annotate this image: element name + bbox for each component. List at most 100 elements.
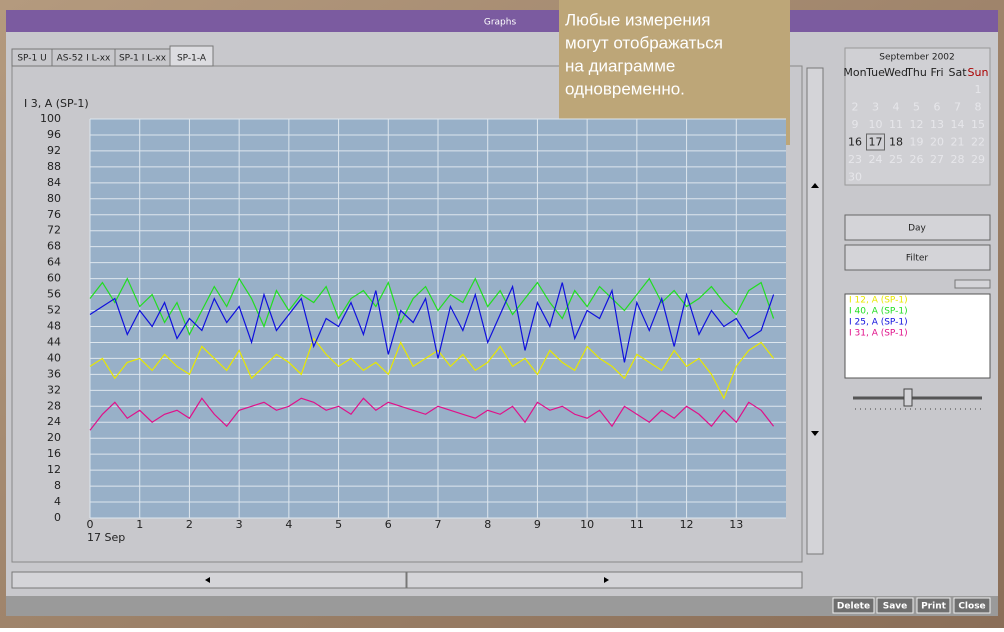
day[interactable]: 21 <box>951 136 965 149</box>
legend-box <box>844 293 991 379</box>
legend-entry: I 40, A (SP-1) <box>849 307 908 317</box>
day[interactable]: 19 <box>910 136 924 149</box>
day[interactable]: 22 <box>971 136 985 149</box>
tab-label: SP-1-A <box>177 54 207 64</box>
x-tick-label: 5 <box>335 518 342 531</box>
weekday: Thu <box>905 66 927 79</box>
x-tick-label: 11 <box>630 518 644 531</box>
day[interactable]: 28 <box>951 153 965 166</box>
day[interactable]: 15 <box>971 118 985 131</box>
y-tick-label: 84 <box>47 176 61 189</box>
day[interactable]: 23 <box>848 153 862 166</box>
day[interactable]: 2 <box>852 101 859 114</box>
y-tick-label: 64 <box>47 256 61 269</box>
x-start-label: 17 Sep <box>87 531 125 544</box>
button[interactable] <box>844 214 991 241</box>
day[interactable]: 29 <box>971 153 985 166</box>
x-tick-label: 13 <box>729 518 743 531</box>
footer-button-label: Close <box>958 602 985 612</box>
y-tick-label: 96 <box>47 128 61 141</box>
day[interactable]: 20 <box>930 136 944 149</box>
day[interactable]: 26 <box>910 153 924 166</box>
y-tick-label: 28 <box>47 399 61 412</box>
y-tick-label: 40 <box>47 351 61 364</box>
day[interactable]: 5 <box>913 101 920 114</box>
y-tick-label: 68 <box>47 240 61 253</box>
y-tick-label: 60 <box>47 272 61 285</box>
day[interactable]: 18 <box>889 136 903 149</box>
x-tick-label: 8 <box>484 518 491 531</box>
tooltip-line: могут отображаться <box>565 33 723 52</box>
day[interactable]: 13 <box>930 118 944 131</box>
slider-thumb[interactable] <box>903 388 913 407</box>
v-scrollbar[interactable] <box>806 67 824 555</box>
weekday: Sun <box>968 66 989 79</box>
x-tick-label: 12 <box>680 518 694 531</box>
day-selected <box>866 133 885 151</box>
day[interactable]: 9 <box>852 118 859 131</box>
day[interactable]: 14 <box>951 118 965 131</box>
y-tick-label: 20 <box>47 431 61 444</box>
y-tick-label: 48 <box>47 319 61 332</box>
y-tick-label: 16 <box>47 447 61 460</box>
button[interactable] <box>844 244 991 271</box>
day[interactable]: 27 <box>930 153 944 166</box>
footer-button[interactable] <box>953 597 991 614</box>
y-tick-label: 4 <box>54 495 61 508</box>
day[interactable]: 17 <box>869 136 883 149</box>
tab-label: SP-1 U <box>17 54 46 64</box>
tooltip-line: одновременно. <box>565 79 685 98</box>
legend-entry: I 12, A (SP-1) <box>849 296 908 306</box>
footer-button-label: Save <box>883 602 908 612</box>
x-tick-label: 0 <box>87 518 94 531</box>
y-tick-label: 100 <box>40 112 61 125</box>
legend-entry: I 25, A (SP-1) <box>849 318 908 328</box>
y-tick-label: 76 <box>47 208 61 221</box>
day[interactable]: 25 <box>889 153 903 166</box>
day[interactable]: 7 <box>954 101 961 114</box>
legend-entry: I 31, A (SP-1) <box>849 329 908 339</box>
day[interactable]: 6 <box>934 101 941 114</box>
day[interactable]: 1 <box>975 83 982 96</box>
y-tick-label: 36 <box>47 367 61 380</box>
footer-button[interactable] <box>916 597 951 614</box>
x-tick-label: 3 <box>236 518 243 531</box>
x-tick-label: 2 <box>186 518 193 531</box>
footer-button[interactable] <box>832 597 875 614</box>
series-line <box>89 277 775 336</box>
day[interactable]: 24 <box>869 153 883 166</box>
day[interactable]: 10 <box>869 118 883 131</box>
status-bar <box>6 596 998 616</box>
footer-button-label: Delete <box>837 602 870 612</box>
footer-button[interactable] <box>876 597 914 614</box>
footer-button-label: Print <box>921 602 947 612</box>
tooltip-line: на диаграмме <box>565 56 675 75</box>
day[interactable]: 16 <box>848 136 862 149</box>
day[interactable]: 11 <box>889 118 903 131</box>
weekday: Fri <box>930 66 943 79</box>
tab[interactable] <box>169 45 214 67</box>
tooltip-line: Любые измерения <box>565 10 710 29</box>
weekday: Mon <box>843 66 866 79</box>
day[interactable]: 8 <box>975 101 982 114</box>
day[interactable]: 4 <box>893 101 900 114</box>
calendar-title: September 2002 <box>879 53 955 63</box>
series-line <box>89 337 775 400</box>
tab-label: AS-52 I L-xx <box>57 54 111 64</box>
y-tick-label: 0 <box>54 511 61 524</box>
y-tick-label: 72 <box>47 224 61 237</box>
day[interactable]: 3 <box>872 101 879 114</box>
day[interactable]: 12 <box>910 118 924 131</box>
x-tick-label: 1 <box>136 518 143 531</box>
button-label: Filter <box>906 254 929 264</box>
y-tick-label: 80 <box>47 192 61 205</box>
x-tick-label: 9 <box>534 518 541 531</box>
y-tick-label: 88 <box>47 160 61 173</box>
y-tick-label: 12 <box>47 463 61 476</box>
small-button[interactable] <box>954 279 991 289</box>
y-tick-label: 8 <box>54 479 61 492</box>
day[interactable]: 30 <box>848 171 862 184</box>
series-line <box>89 282 775 363</box>
